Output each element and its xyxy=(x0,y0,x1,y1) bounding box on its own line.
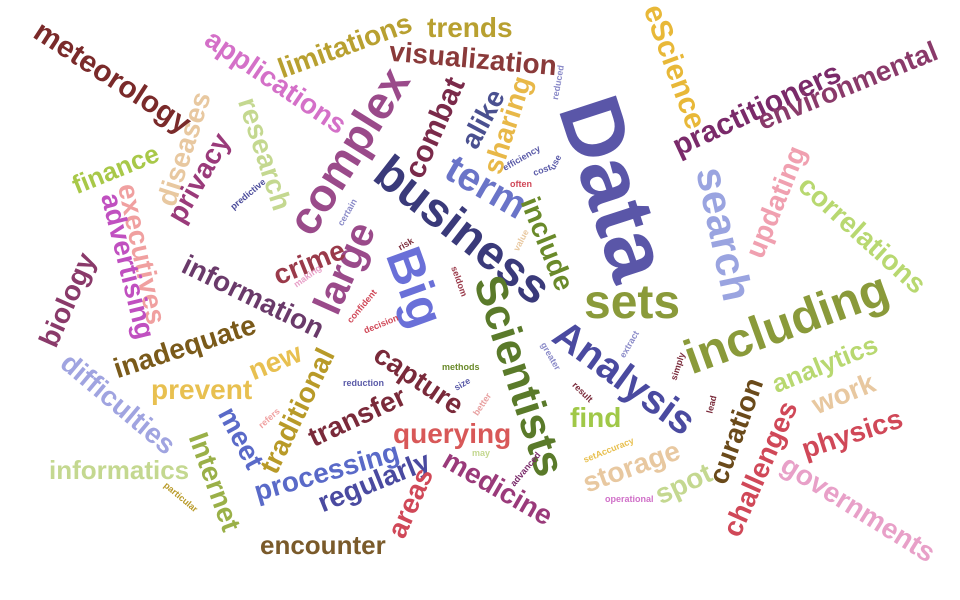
word-simply: simply xyxy=(668,351,687,382)
word-result: result xyxy=(570,380,595,405)
word-visualization: visualization xyxy=(388,35,559,82)
word-meteorology: meteorology xyxy=(27,14,197,141)
word-prevent: prevent xyxy=(151,374,253,405)
word-querying: querying xyxy=(393,418,512,449)
word-better: better xyxy=(470,391,494,418)
word-seldom: seldom xyxy=(449,264,470,298)
word-trends: trends xyxy=(427,12,513,43)
word-informatics: informatics xyxy=(49,455,190,485)
word-reduction: reduction xyxy=(343,378,385,388)
word-sets: sets xyxy=(584,276,681,329)
word-find: find xyxy=(570,402,622,433)
word-lead: lead xyxy=(704,394,719,415)
word-updating: updating xyxy=(739,141,813,263)
word-particular: particular xyxy=(161,480,200,515)
word-governments: governments xyxy=(775,448,941,569)
word-often: often xyxy=(510,179,532,189)
word-decision: decision xyxy=(362,312,400,336)
word-methods: methods xyxy=(442,362,480,372)
word-physics: physics xyxy=(797,402,907,465)
word-encounter: encounter xyxy=(260,530,386,560)
word-cost: cost xyxy=(531,162,553,178)
word-may: may xyxy=(472,448,491,458)
word-escience: eScience xyxy=(636,0,713,134)
word-biology: biology xyxy=(32,248,102,352)
word-operational: operational xyxy=(605,494,654,504)
